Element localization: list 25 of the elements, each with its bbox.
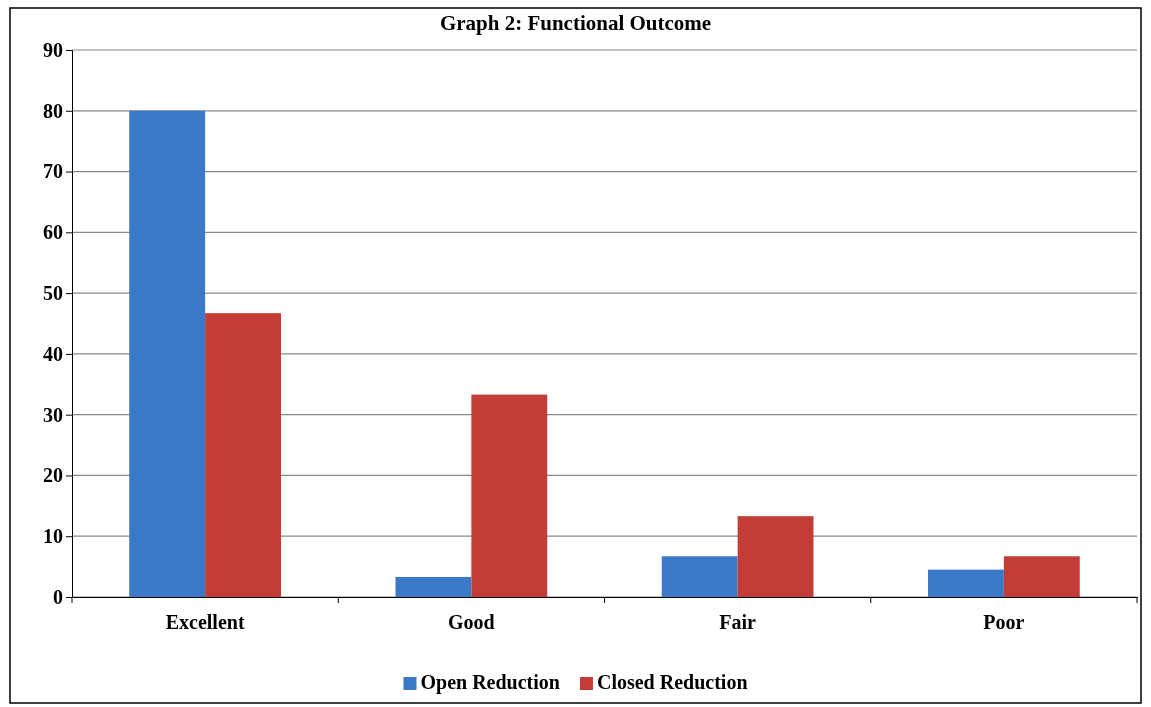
y-tick-label: 70 xyxy=(43,160,63,183)
y-tick-label: 50 xyxy=(43,282,63,305)
y-tick-label: 80 xyxy=(43,99,63,122)
bar xyxy=(205,313,282,597)
x-tick-label: Poor xyxy=(983,611,1025,634)
bar xyxy=(737,516,814,597)
y-tick-label: 10 xyxy=(43,525,63,548)
legend-label: Closed Reduction xyxy=(596,671,748,693)
x-tick-label: Excellent xyxy=(165,611,245,634)
y-tick-label: 60 xyxy=(43,221,63,244)
bar xyxy=(661,556,738,597)
bar xyxy=(471,394,548,597)
bar xyxy=(1003,556,1080,597)
bar xyxy=(129,110,206,597)
bar xyxy=(395,576,472,597)
y-tick-label: 40 xyxy=(43,342,63,365)
y-tick-label: 90 xyxy=(43,38,63,61)
x-tick-label: Good xyxy=(448,611,495,634)
y-tick-label: 20 xyxy=(43,464,63,487)
bar xyxy=(927,569,1004,597)
y-tick-label: 30 xyxy=(43,403,63,426)
y-tick-label: 0 xyxy=(53,585,63,608)
legend-label: Open Reduction xyxy=(420,671,560,694)
chart-title: Graph 2: Functional Outcome xyxy=(439,11,712,35)
x-tick-label: Fair xyxy=(719,611,757,634)
